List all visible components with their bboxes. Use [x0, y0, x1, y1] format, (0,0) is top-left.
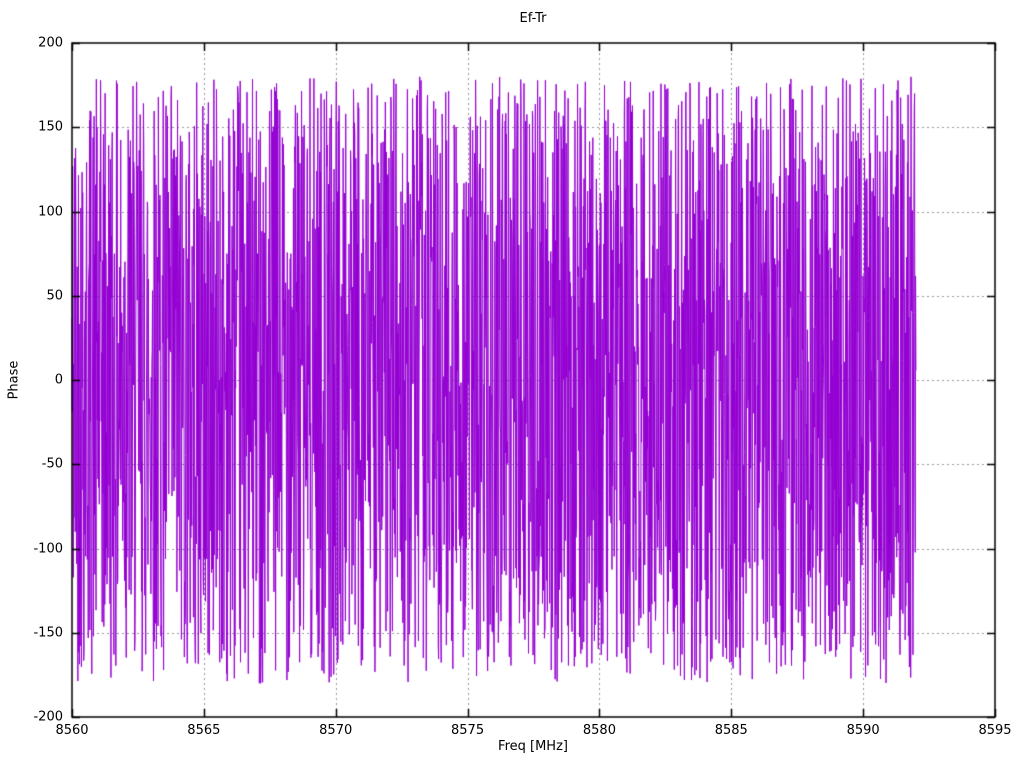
y-tick-label: 200 — [38, 35, 63, 51]
x-tick-label: 8575 — [451, 723, 485, 738]
y-tick-label: -100 — [33, 541, 63, 556]
x-tick-label: 8585 — [714, 723, 748, 738]
y-tick-label: -200 — [33, 709, 63, 725]
chart-title: Ef-Tr — [519, 11, 547, 26]
x-tick-label: 8580 — [582, 723, 616, 738]
y-tick-label: 0 — [54, 372, 63, 388]
y-tick-label: -150 — [33, 625, 63, 641]
x-tick-label: 8560 — [55, 723, 89, 738]
x-axis-label: Freq [MHz] — [498, 739, 568, 754]
y-tick-label: 100 — [38, 204, 63, 219]
y-tick-label: -50 — [41, 456, 63, 472]
x-tick-label: 8570 — [319, 723, 353, 738]
y-tick-label: 50 — [46, 288, 63, 304]
x-tick-label: 8595 — [978, 723, 1012, 738]
y-tick-label: 150 — [38, 119, 63, 135]
x-tick-label: 8565 — [187, 723, 221, 738]
x-tick-label: 8590 — [846, 723, 880, 738]
